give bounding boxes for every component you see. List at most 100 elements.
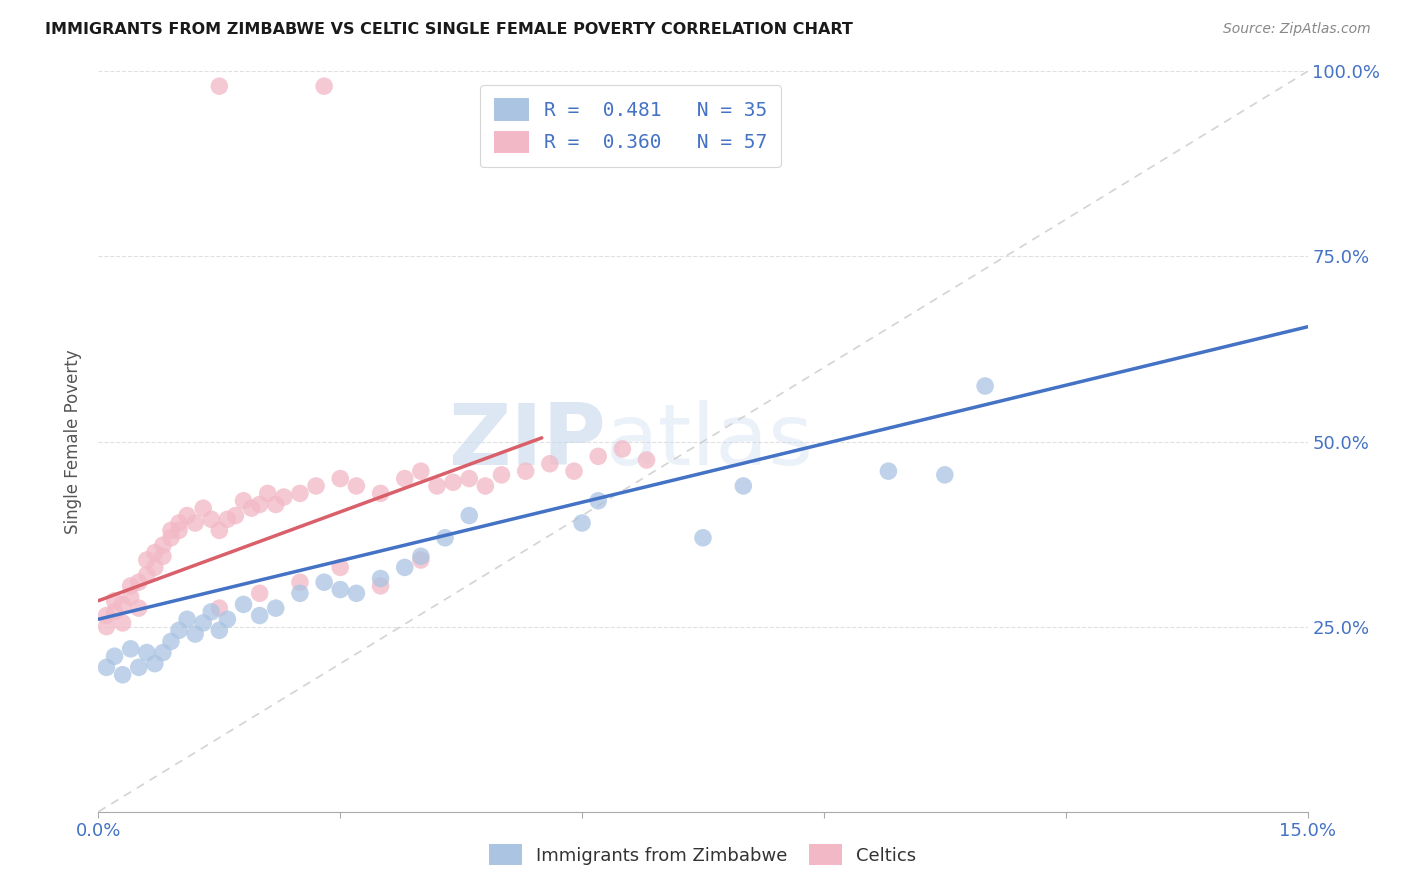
Text: Source: ZipAtlas.com: Source: ZipAtlas.com xyxy=(1223,22,1371,37)
Point xyxy=(103,605,125,619)
Point xyxy=(934,467,956,482)
Point xyxy=(167,624,190,638)
Point xyxy=(111,615,134,630)
Point xyxy=(586,493,609,508)
Point xyxy=(208,601,231,615)
Point xyxy=(344,479,367,493)
Point xyxy=(135,553,157,567)
Point xyxy=(103,593,125,607)
Point xyxy=(111,598,134,612)
Point xyxy=(264,601,287,615)
Point xyxy=(288,575,311,590)
Point xyxy=(176,508,198,523)
Point xyxy=(96,619,118,633)
Point xyxy=(538,457,561,471)
Point xyxy=(128,575,150,590)
Point xyxy=(256,486,278,500)
Point xyxy=(394,471,416,485)
Point xyxy=(249,586,271,600)
Point xyxy=(160,634,183,648)
Legend: Immigrants from Zimbabwe, Celtics: Immigrants from Zimbabwe, Celtics xyxy=(482,837,924,872)
Point xyxy=(344,586,367,600)
Point xyxy=(409,464,432,478)
Point xyxy=(288,486,311,500)
Point xyxy=(128,660,150,674)
Text: ZIP: ZIP xyxy=(449,400,606,483)
Point xyxy=(288,586,311,600)
Point xyxy=(314,575,336,590)
Point xyxy=(184,516,207,530)
Point xyxy=(208,79,231,94)
Legend: R =  0.481   N = 35, R =  0.360   N = 57: R = 0.481 N = 35, R = 0.360 N = 57 xyxy=(479,85,780,167)
Point xyxy=(120,641,142,656)
Point xyxy=(249,498,271,512)
Point xyxy=(409,549,432,564)
Point xyxy=(120,579,142,593)
Point xyxy=(208,624,231,638)
Point xyxy=(143,657,166,671)
Point xyxy=(232,598,254,612)
Point xyxy=(96,608,118,623)
Point xyxy=(167,524,190,538)
Point xyxy=(491,467,513,482)
Point xyxy=(394,560,416,574)
Point xyxy=(111,667,134,681)
Point xyxy=(193,615,215,630)
Point xyxy=(167,516,190,530)
Point xyxy=(103,649,125,664)
Point xyxy=(232,493,254,508)
Point xyxy=(314,79,336,94)
Point xyxy=(217,512,239,526)
Point xyxy=(434,531,457,545)
Point xyxy=(160,531,183,545)
Point xyxy=(152,538,174,552)
Point xyxy=(458,471,481,485)
Point xyxy=(208,524,231,538)
Point xyxy=(135,646,157,660)
Point xyxy=(96,660,118,674)
Point xyxy=(409,553,432,567)
Point xyxy=(586,450,609,464)
Point xyxy=(152,646,174,660)
Point xyxy=(120,590,142,604)
Point xyxy=(329,560,352,574)
Point xyxy=(370,579,392,593)
Point xyxy=(224,508,246,523)
Point xyxy=(329,582,352,597)
Point xyxy=(562,464,585,478)
Point xyxy=(636,453,658,467)
Point xyxy=(240,501,263,516)
Point xyxy=(571,516,593,530)
Y-axis label: Single Female Poverty: Single Female Poverty xyxy=(65,350,83,533)
Point xyxy=(249,608,271,623)
Point xyxy=(193,501,215,516)
Point xyxy=(143,546,166,560)
Point xyxy=(264,498,287,512)
Point xyxy=(974,379,997,393)
Point xyxy=(877,464,900,478)
Point xyxy=(370,486,392,500)
Point xyxy=(305,479,328,493)
Point xyxy=(692,531,714,545)
Point xyxy=(458,508,481,523)
Point xyxy=(370,572,392,586)
Point xyxy=(135,567,157,582)
Text: IMMIGRANTS FROM ZIMBABWE VS CELTIC SINGLE FEMALE POVERTY CORRELATION CHART: IMMIGRANTS FROM ZIMBABWE VS CELTIC SINGL… xyxy=(45,22,853,37)
Point xyxy=(200,512,222,526)
Point xyxy=(441,475,464,490)
Point xyxy=(200,605,222,619)
Point xyxy=(733,479,755,493)
Point xyxy=(426,479,449,493)
Point xyxy=(515,464,537,478)
Point xyxy=(160,524,183,538)
Point xyxy=(184,627,207,641)
Point xyxy=(474,479,496,493)
Point xyxy=(273,490,295,504)
Point xyxy=(176,612,198,626)
Text: atlas: atlas xyxy=(606,400,814,483)
Point xyxy=(217,612,239,626)
Point xyxy=(152,549,174,564)
Point xyxy=(143,560,166,574)
Point xyxy=(612,442,634,456)
Point xyxy=(128,601,150,615)
